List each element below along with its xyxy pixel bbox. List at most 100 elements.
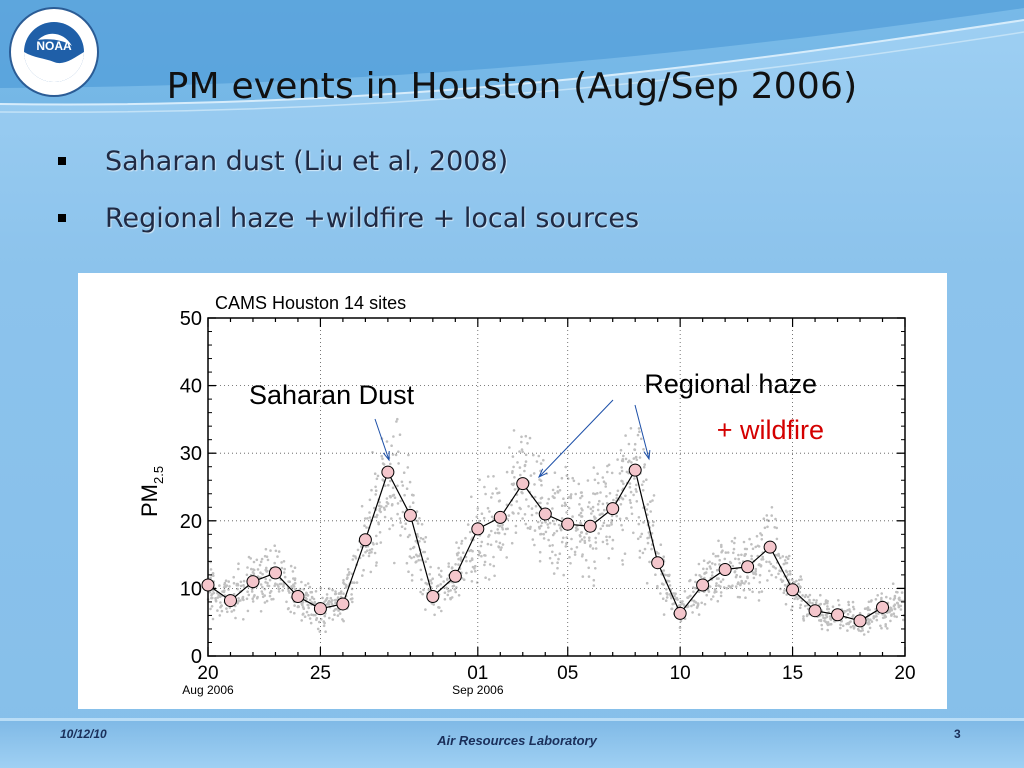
footer-bar (0, 720, 1024, 768)
observation-dot (711, 562, 714, 565)
observation-dot (646, 536, 649, 540)
observation-dot (381, 462, 385, 465)
observation-dot (875, 618, 879, 622)
observation-dot (411, 493, 414, 497)
observation-dot (746, 576, 749, 580)
observation-dot (228, 585, 231, 588)
observation-dot (498, 541, 502, 545)
observation-dot (610, 471, 614, 475)
observation-dot (478, 519, 481, 523)
observation-dot (590, 512, 593, 515)
observation-dot (797, 582, 800, 586)
observation-dot (755, 534, 759, 538)
observation-dot (268, 591, 272, 594)
annotation-saharan-dust: Saharan Dust (249, 380, 415, 410)
observation-dot (560, 517, 564, 520)
observation-dot (383, 484, 387, 487)
observation-dot (486, 542, 490, 546)
observation-dot (355, 581, 359, 584)
observation-dot (839, 626, 842, 630)
observation-dot (801, 594, 804, 597)
observation-dot (889, 597, 892, 600)
observation-dot (805, 614, 809, 618)
observation-dot (598, 499, 601, 503)
observation-dot (339, 592, 343, 595)
daily-mean-point (201, 578, 215, 592)
observation-dot (324, 630, 327, 633)
observation-dot (276, 583, 279, 586)
observation-dot (451, 585, 455, 588)
observation-dot (677, 604, 681, 607)
observation-dot (246, 566, 249, 569)
observation-dot (556, 490, 559, 493)
observation-dot (708, 565, 712, 568)
observation-dot (562, 536, 565, 540)
observation-dot (625, 517, 629, 520)
observation-dot (539, 462, 543, 465)
observation-dot (270, 598, 273, 601)
observation-dot (538, 550, 542, 554)
observation-dot (553, 532, 556, 535)
observation-dot (888, 610, 891, 614)
logo-text: NOAA (36, 39, 72, 53)
observation-dot (277, 550, 281, 553)
observation-dot (591, 505, 595, 509)
observation-dot (393, 496, 397, 499)
observation-dot (487, 578, 491, 581)
observation-dot (280, 566, 284, 570)
observation-dot (743, 582, 746, 585)
observation-dot (738, 595, 741, 599)
observation-dot (569, 562, 572, 565)
observation-dot (621, 528, 624, 532)
observation-dot (719, 591, 723, 594)
observation-dot (615, 497, 618, 500)
observation-dot (847, 622, 850, 626)
observation-dot (610, 521, 613, 524)
observation-dot (675, 596, 679, 600)
observation-dot (282, 571, 286, 574)
observation-dot (624, 457, 628, 461)
observation-dot (758, 581, 762, 584)
daily-mean-point (673, 606, 687, 620)
observation-dot (376, 474, 380, 478)
observation-dot (586, 479, 590, 482)
observation-dot (486, 506, 490, 510)
observation-dot (571, 476, 574, 480)
observation-dot (629, 427, 633, 430)
observation-dot (421, 537, 425, 541)
observation-dot (373, 515, 376, 519)
observation-dot (669, 594, 672, 597)
observation-dot (539, 497, 543, 500)
observation-dot (420, 578, 423, 581)
observation-dot (825, 615, 829, 619)
observation-dot (574, 492, 577, 496)
observation-dot (666, 593, 669, 596)
observation-dot (587, 575, 591, 578)
observation-dot (790, 608, 793, 612)
observation-dot (497, 545, 501, 549)
observation-dot (579, 534, 582, 538)
observation-dot (665, 588, 668, 591)
daily-mean-point (493, 510, 507, 524)
observation-dot (532, 453, 535, 457)
observation-dot (438, 606, 441, 609)
observation-dot (424, 560, 428, 563)
observation-dot (825, 613, 829, 616)
observation-dot (893, 594, 897, 598)
observation-dot (366, 517, 369, 520)
observation-dot (338, 612, 342, 615)
annotation-arrow (634, 404, 650, 460)
observation-dot (210, 605, 214, 608)
observation-dot (883, 614, 887, 617)
observation-dot (266, 558, 270, 562)
observation-dot (488, 510, 491, 513)
observation-dot (390, 517, 393, 520)
observation-dot (766, 525, 769, 529)
observation-dot (719, 585, 722, 588)
observation-dot (707, 590, 711, 593)
observation-dot (385, 440, 389, 443)
observation-dot (417, 558, 421, 562)
observation-dot (593, 517, 597, 521)
observation-dot (812, 598, 816, 602)
observation-dot (743, 547, 747, 551)
